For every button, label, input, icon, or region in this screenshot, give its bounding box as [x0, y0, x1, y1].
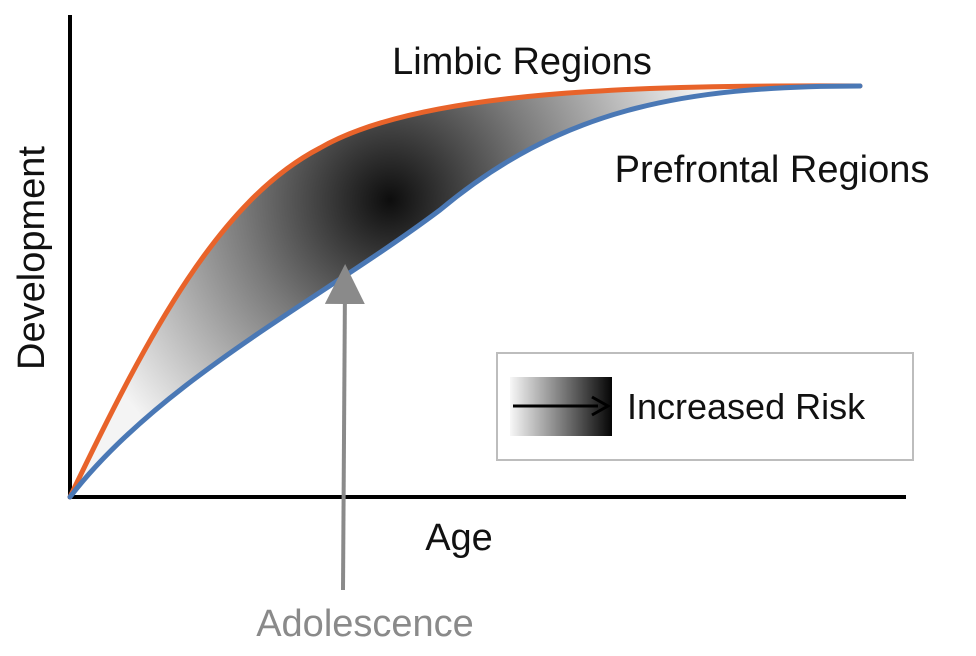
- limbic-regions-label: Limbic Regions: [392, 41, 652, 83]
- legend-arrowhead-icon: [591, 395, 612, 417]
- risk-gap-region: [70, 85, 860, 497]
- prefrontal-curve: [67, 83, 863, 500]
- legend-label: Increased Risk: [627, 386, 866, 427]
- legend: Increased Risk: [496, 352, 914, 461]
- adolescence-arrow: [324, 264, 365, 591]
- limbic-curve: [67, 83, 863, 500]
- y-axis-label: Development: [11, 146, 53, 370]
- x-axis-label: Age: [425, 517, 493, 559]
- prefrontal-regions-label: Prefrontal Regions: [615, 149, 930, 191]
- adolescence-label: Adolescence: [256, 603, 474, 645]
